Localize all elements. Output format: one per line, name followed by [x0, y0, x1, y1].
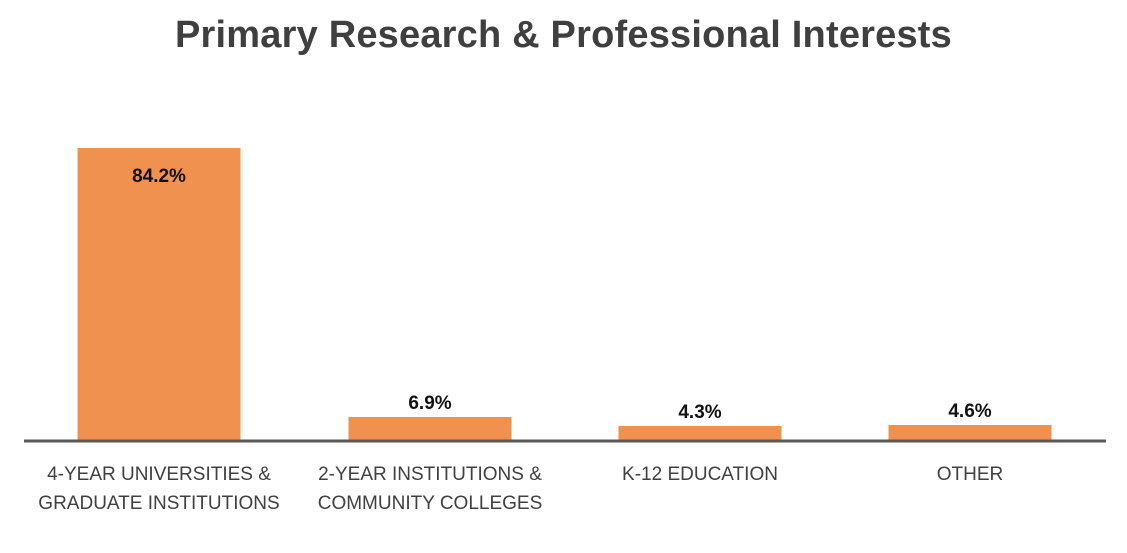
category-label-line: GRADUATE INSTITUTIONS [38, 493, 279, 514]
category-label-line: COMMUNITY COLLEGES [318, 493, 543, 514]
bar-2 [348, 416, 512, 441]
category-label-line: 2-YEAR INSTITUTIONS & [318, 464, 542, 485]
bar-1 [77, 148, 241, 441]
category-labels-layer: 4-YEAR UNIVERSITIES & GRADUATE INSTITUTIO… [38, 464, 1003, 514]
category-label-1: 4-YEAR UNIVERSITIES & GRADUATE INSTITUTIO… [38, 464, 279, 514]
category-label-line: 4-YEAR UNIVERSITIES & [47, 464, 271, 485]
data-labels-layer: 84.2% 6.9% 4.3% 4.6% [132, 166, 992, 423]
category-label-4: OTHER [937, 464, 1004, 485]
data-label-2: 6.9% [408, 393, 451, 414]
category-label-line: OTHER [937, 464, 1004, 485]
data-label-1: 84.2% [132, 166, 186, 187]
bars-layer [77, 148, 1052, 441]
bar-3 [618, 426, 782, 441]
data-label-4: 4.6% [948, 401, 991, 422]
category-label-2: 2-YEAR INSTITUTIONS & COMMUNITY COLLEGES [318, 464, 543, 514]
data-label-3: 4.3% [678, 402, 721, 423]
category-label-line: K-12 EDUCATION [622, 464, 778, 485]
bar-4 [888, 424, 1052, 441]
category-label-3: K-12 EDUCATION [622, 464, 778, 485]
chart-title: Primary Research & Professional Interest… [175, 14, 952, 56]
